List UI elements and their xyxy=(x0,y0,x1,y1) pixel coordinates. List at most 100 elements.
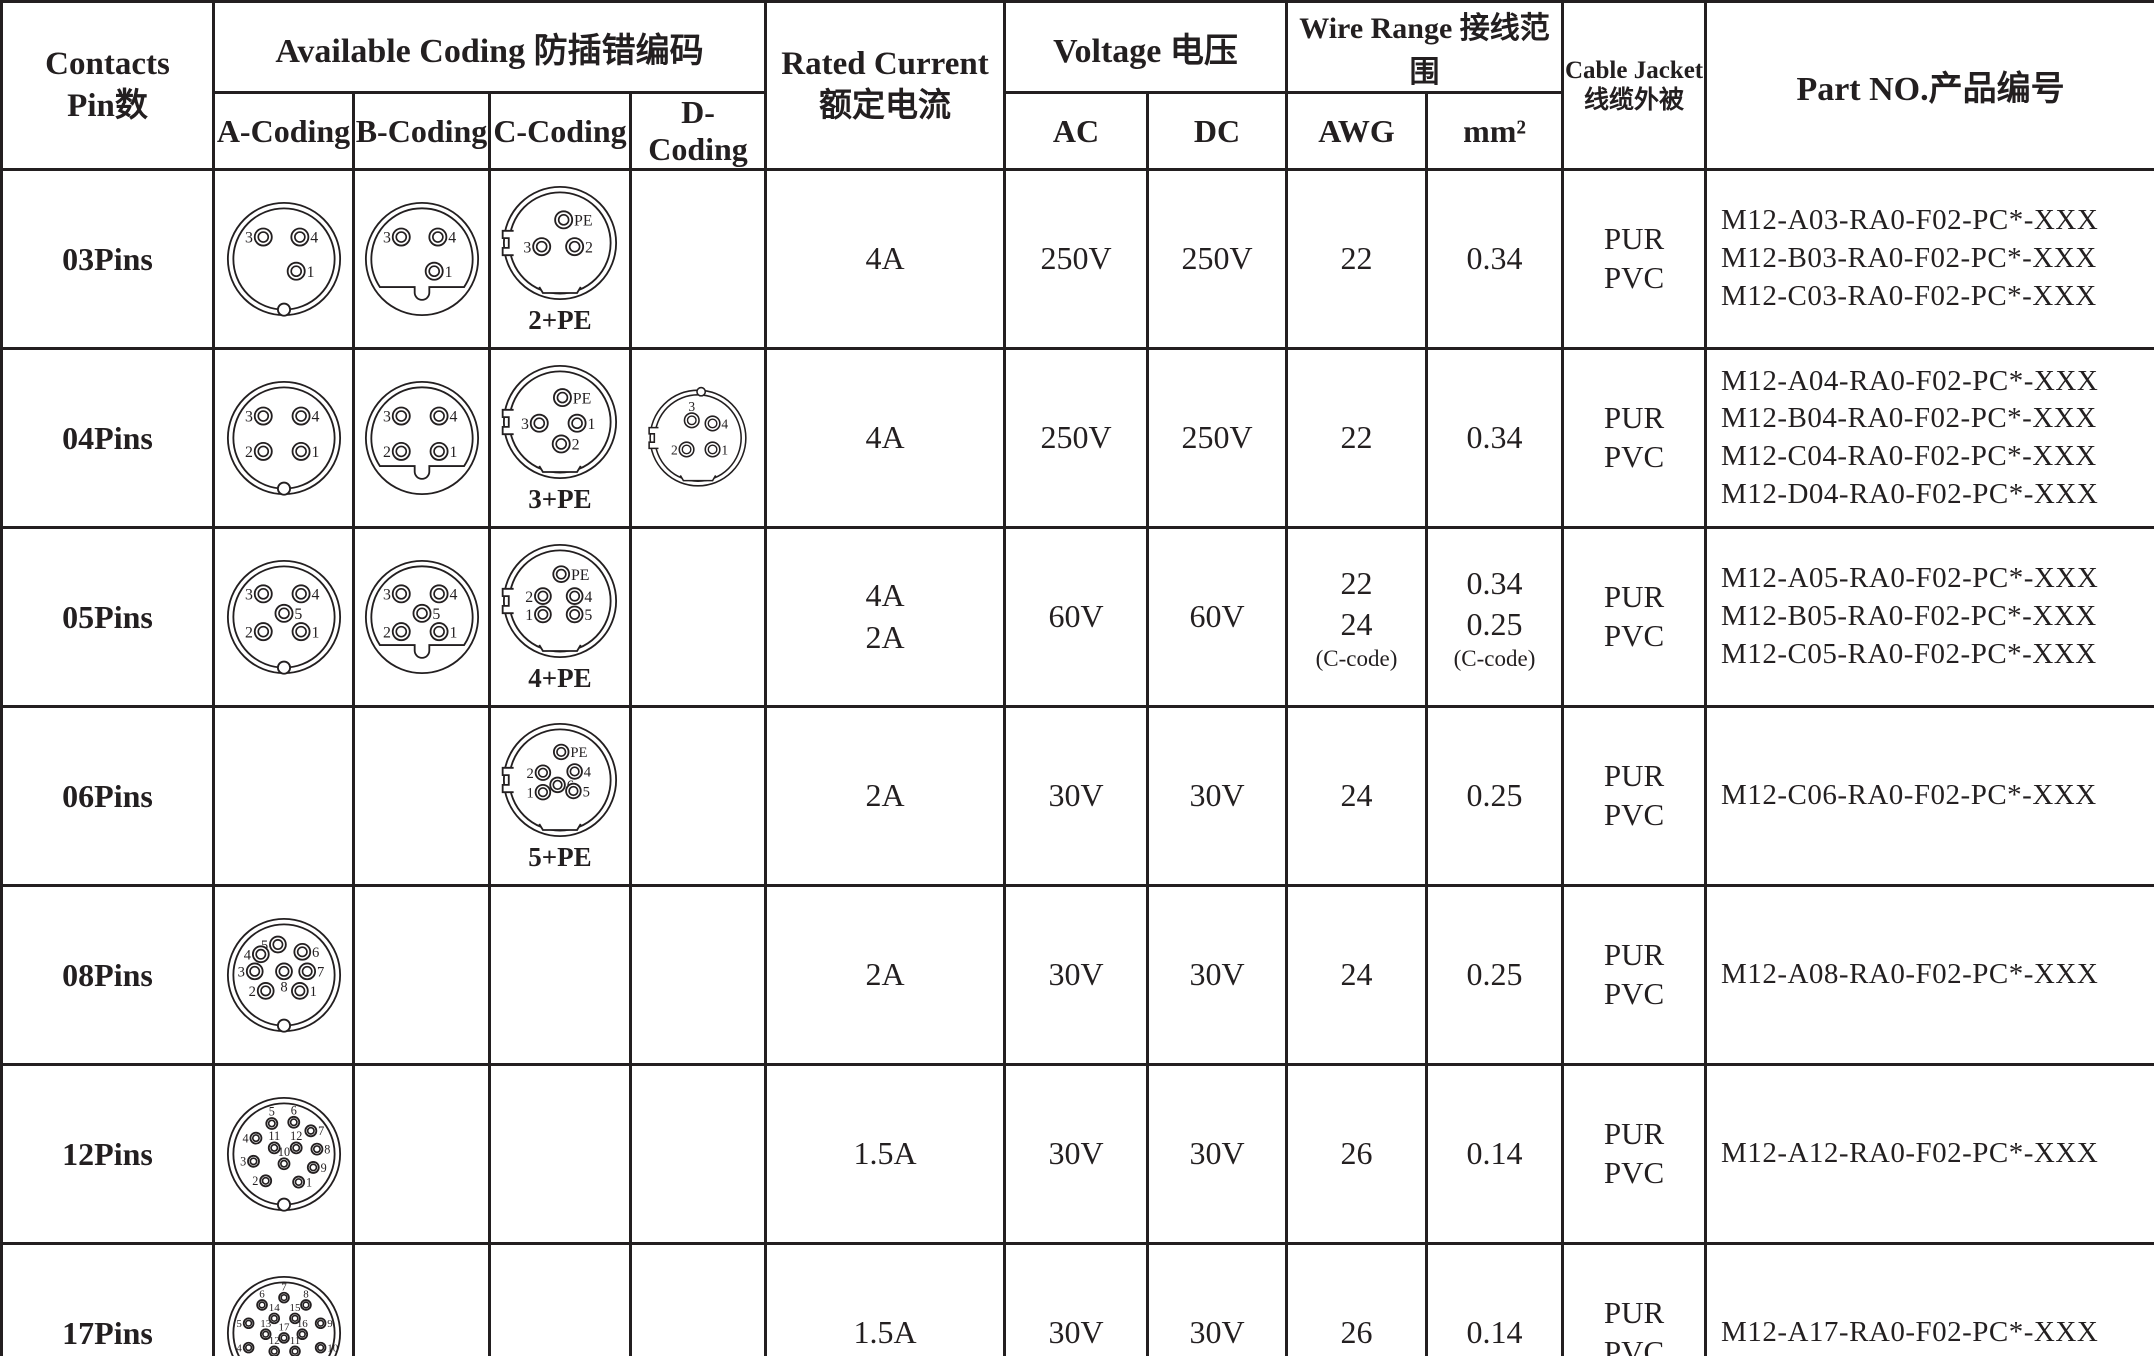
ac-cell: 30V xyxy=(1003,705,1149,887)
connector-diagram: 3 4 2 1 xyxy=(634,386,763,490)
svg-text:4: 4 xyxy=(721,416,728,431)
jacket-cell: PUR PVC xyxy=(1561,884,1708,1066)
svg-text:12: 12 xyxy=(268,1335,279,1347)
svg-text:5: 5 xyxy=(294,606,302,623)
svg-text:2: 2 xyxy=(252,1174,258,1188)
svg-text:1: 1 xyxy=(311,624,319,641)
coding-d-cell xyxy=(629,526,767,708)
mm2-cell: 0.34 0.25 (C-code) xyxy=(1425,526,1565,708)
svg-text:8: 8 xyxy=(280,980,287,996)
jacket-cell: PUR PVC xyxy=(1561,168,1708,350)
coding-c-cell xyxy=(488,1242,632,1356)
current-cell: 4A xyxy=(764,168,1006,350)
mm2-cell: 0.25 xyxy=(1425,705,1565,887)
ac-cell: 30V xyxy=(1003,1063,1149,1245)
mm2-cell: 0.34 xyxy=(1425,347,1565,529)
svg-text:3: 3 xyxy=(382,409,390,426)
svg-text:2: 2 xyxy=(382,444,390,461)
ac-cell: 30V xyxy=(1003,884,1149,1066)
mm2-cell: 0.34 xyxy=(1425,168,1565,350)
svg-text:4: 4 xyxy=(243,948,251,964)
coding-c-cell: PE 3 2 2+PE xyxy=(488,168,632,350)
coding-caption: 5+PE xyxy=(528,842,592,872)
coding-caption: 4+PE xyxy=(528,663,592,693)
svg-text:5: 5 xyxy=(236,1318,242,1330)
table-row: 06Pins PE246155+PE 2A 30V 30V 24 0.25 PU… xyxy=(0,705,2154,887)
coding-b-cell: 3 4 1 xyxy=(352,168,491,350)
current-cell: 4A xyxy=(764,347,1006,529)
awg-cell: 26 xyxy=(1285,1242,1429,1356)
header-cable-jacket: Cable Jacket 线缆外被 xyxy=(1561,0,1708,171)
coding-c-cell: PE 2 4 1 5 4+PE xyxy=(488,526,632,708)
svg-text:7: 7 xyxy=(316,965,323,981)
svg-text:4: 4 xyxy=(584,589,592,606)
pins-cell: 04Pins xyxy=(0,347,215,529)
svg-text:4: 4 xyxy=(311,409,319,426)
header-contacts: Contacts Pin数 xyxy=(0,0,215,171)
svg-text:11: 11 xyxy=(268,1129,280,1143)
connector-diagram: 3 4 2 1 xyxy=(217,377,351,499)
dc-cell: 250V xyxy=(1145,168,1289,350)
svg-text:3: 3 xyxy=(237,965,244,981)
svg-text:1: 1 xyxy=(306,264,314,281)
svg-text:9: 9 xyxy=(327,1318,333,1330)
part-cell: M12-A05-RA0-F02-PC*-XXX M12-B05-RA0-F02-… xyxy=(1704,526,2154,708)
connector-diagram: 5 6 4 7 3 8 2 9 1 11 12 10 xyxy=(217,1093,351,1215)
jacket-cell: PUR PVC xyxy=(1561,526,1708,708)
coding-d-cell xyxy=(629,1242,767,1356)
svg-text:12: 12 xyxy=(290,1129,302,1143)
coding-d-cell xyxy=(629,168,767,350)
coding-caption: 3+PE xyxy=(528,484,592,514)
connector-diagram: PE 3 2 2+PE xyxy=(493,182,628,336)
awg-cell: 22 24 (C-code) xyxy=(1285,526,1429,708)
header-b-coding: B-Coding xyxy=(352,91,491,171)
svg-text:10: 10 xyxy=(327,1343,338,1355)
coding-a-cell: 3 4 1 xyxy=(212,168,355,350)
coding-b-cell xyxy=(352,705,491,887)
svg-text:1: 1 xyxy=(587,416,595,433)
awg-cell: 22 xyxy=(1285,347,1429,529)
ac-cell: 250V xyxy=(1003,347,1149,529)
jacket-cell: PUR PVC xyxy=(1561,1063,1708,1245)
svg-text:7: 7 xyxy=(281,1281,287,1293)
svg-text:6: 6 xyxy=(259,1289,265,1301)
part-cell: M12-A12-RA0-F02-PC*-XXX xyxy=(1704,1063,2154,1245)
svg-text:5: 5 xyxy=(583,784,590,800)
svg-text:4: 4 xyxy=(236,1343,242,1355)
svg-text:3: 3 xyxy=(523,239,531,256)
header-part-no: Part NO.产品编号 xyxy=(1704,0,2154,171)
current-cell: 2A xyxy=(764,705,1006,887)
svg-text:6: 6 xyxy=(312,945,319,961)
svg-text:PE: PE xyxy=(571,567,590,584)
svg-text:11: 11 xyxy=(289,1335,300,1347)
svg-text:6: 6 xyxy=(290,1103,296,1117)
svg-text:3: 3 xyxy=(244,409,252,426)
svg-text:PE: PE xyxy=(574,213,593,230)
mm2-cell: 0.14 xyxy=(1425,1242,1565,1356)
pins-cell: 06Pins xyxy=(0,705,215,887)
header-awg: AWG xyxy=(1285,91,1429,171)
svg-text:3: 3 xyxy=(244,230,252,247)
connector-diagram: 3 4 1 xyxy=(357,198,487,320)
part-cell: M12-A08-RA0-F02-PC*-XXX xyxy=(1704,884,2154,1066)
svg-text:2: 2 xyxy=(671,442,678,457)
header-wire-range: Wire Range 接线范围 xyxy=(1285,0,1565,94)
header-ac: AC xyxy=(1003,91,1149,171)
svg-text:2: 2 xyxy=(585,239,593,256)
dc-cell: 30V xyxy=(1145,705,1289,887)
part-cell: M12-A17-RA0-F02-PC*-XXX xyxy=(1704,1242,2154,1356)
dc-cell: 30V xyxy=(1145,1242,1289,1356)
svg-text:4: 4 xyxy=(242,1132,248,1146)
svg-text:1: 1 xyxy=(449,624,457,641)
header-d-coding: D-Coding xyxy=(629,91,767,171)
header-rated-current: Rated Current 额定电流 xyxy=(764,0,1006,171)
dc-cell: 30V xyxy=(1145,1063,1289,1245)
header-a-coding: A-Coding xyxy=(212,91,355,171)
header-dc: DC xyxy=(1145,91,1289,171)
part-cell: M12-A03-RA0-F02-PC*-XXX M12-B03-RA0-F02-… xyxy=(1704,168,2154,350)
